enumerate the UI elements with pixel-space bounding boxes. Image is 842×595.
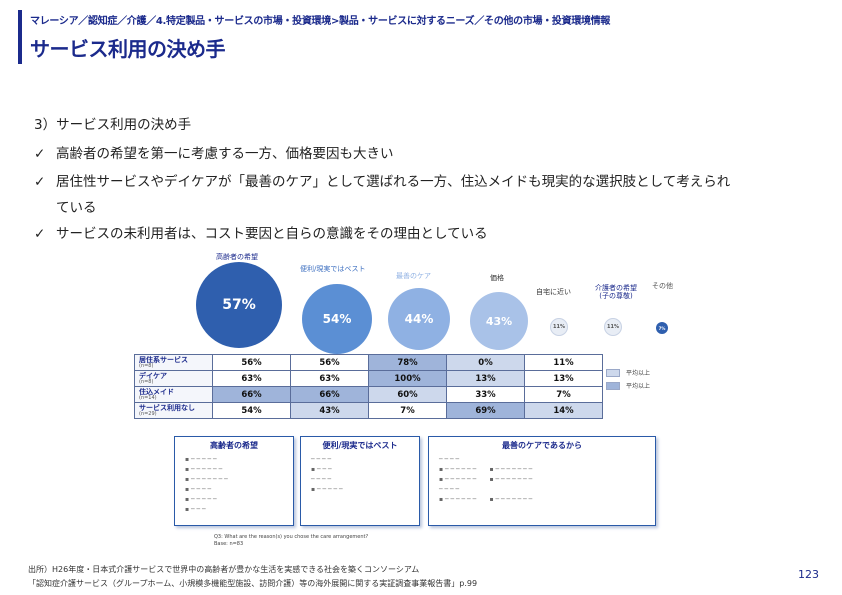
source-line-2: 「認知症介護サービス（グループホーム、小規模多機能型施設、訪問介護）等の海外展開…	[28, 579, 478, 588]
table-cell: 60%	[368, 386, 447, 403]
legend-item: 平均以上	[606, 381, 650, 390]
bullet-text: サービスの未利用者は、コスト要因と自らの意識をその理由としている	[56, 226, 488, 242]
section-heading: 3）サービス利用の決め手	[34, 117, 192, 133]
bullet-3: ✓ サービスの未利用者は、コスト要因と自らの意識をその理由としている	[34, 222, 488, 242]
circle-near-home: 11%	[550, 318, 568, 336]
table-cell: 0%	[446, 354, 525, 371]
bullet-2-continuation: ている	[56, 200, 97, 216]
check-icon: ✓	[34, 174, 46, 190]
reason-box-best-care: 最善のケアであるから ─ ─ ─ ─ ▪ ─ ─ ─ ─ ─ ─ ▪ ─ ─ ─…	[428, 436, 656, 526]
table-cell: 7%	[368, 402, 447, 419]
bullet-text: 高齢者の希望を第一に考慮する一方、価格要因も大きい	[56, 146, 394, 162]
table-cell: 69%	[446, 402, 525, 419]
table-cell: 11%	[524, 354, 603, 371]
check-icon: ✓	[34, 146, 46, 162]
circle-label: 自宅に近い	[536, 288, 571, 296]
table-cell: 63%	[290, 370, 369, 387]
circle-price: 43%	[470, 292, 528, 350]
table-cell: 54%	[212, 402, 291, 419]
circle-label: 高齢者の希望	[216, 253, 258, 261]
row-header: デイケア (n=8)	[134, 370, 213, 387]
circle-best-care: 44%	[388, 288, 450, 350]
table-row: サービス利用なし (n=29) 54% 43% 7% 69% 14%	[134, 402, 603, 419]
circle-elderly-wish: 57%	[196, 262, 282, 348]
choice-table: 居住系サービス (n=8) 56% 56% 78% 0% 11% デイケア (n=8…	[134, 354, 603, 419]
reason-box-title: 便利/現実ではベスト	[322, 441, 398, 450]
header-accent-bar	[18, 10, 22, 64]
circle-label: 最善のケア	[396, 272, 431, 280]
table-cell: 33%	[446, 386, 525, 403]
legend-swatch	[606, 368, 620, 377]
row-header: 居住系サービス (n=8)	[134, 354, 213, 371]
survey-figure: 高齢者の希望 便利/現実ではベスト 最善のケア 価格 自宅に近い 介護者の希望 …	[130, 248, 702, 553]
table-cell: 66%	[290, 386, 369, 403]
bullet-text: 居住性サービスやデイケアが「最善のケア」として選ばれる一方、住込メイドも現実的な…	[56, 174, 731, 190]
breadcrumb: マレーシア／認知症／介護／4.特定製品・サービスの市場・投資環境>製品・サービス…	[30, 16, 611, 27]
table-cell: 56%	[290, 354, 369, 371]
bullet-2: ✓ 居住性サービスやデイケアが「最善のケア」として選ばれる一方、住込メイドも現実的…	[34, 170, 730, 190]
row-header: サービス利用なし (n=29)	[134, 402, 213, 419]
table-row: デイケア (n=8) 63% 63% 100% 13% 13%	[134, 370, 603, 387]
circle-label: 便利/現実ではベスト	[300, 265, 366, 273]
reason-box-elderly-wish: 高齢者の希望 ▪ ─ ─ ─ ─ ─ ▪ ─ ─ ─ ─ ─ ─ ▪ ─ ─ ─…	[174, 436, 294, 526]
reason-box-title: 高齢者の希望	[210, 441, 258, 450]
table-cell: 56%	[212, 354, 291, 371]
source-line-1: 出所）H26年度・日本式介護サービスで世界中の高齢者が豊かな生活を実感できる社会…	[28, 565, 420, 574]
figure-note: Q3: What are the reason(s) you chose the…	[214, 534, 369, 547]
table-cell: 66%	[212, 386, 291, 403]
table-row: 居住系サービス (n=8) 56% 56% 78% 0% 11%	[134, 354, 603, 371]
page-number: 123	[798, 568, 819, 581]
row-header: 住込メイド (n=14)	[134, 386, 213, 403]
reason-box-convenient: 便利/現実ではベスト ─ ─ ─ ─ ▪ ─ ─ ─ ─ ─ ─ ─ ▪ ─ ─…	[300, 436, 420, 526]
table-cell: 63%	[212, 370, 291, 387]
page-title: サービス利用の決め手	[30, 37, 226, 61]
reason-box-title: 最善のケアであるから	[502, 441, 582, 450]
table-cell: 43%	[290, 402, 369, 419]
table-row: 住込メイド (n=14) 66% 66% 60% 33% 7%	[134, 386, 603, 403]
circle-caregiver-wish: 11%	[604, 318, 622, 336]
table-cell: 14%	[524, 402, 603, 419]
bullet-1: ✓ 高齢者の希望を第一に考慮する一方、価格要因も大きい	[34, 142, 394, 162]
legend-item: 平均以上	[606, 368, 650, 377]
table-cell: 100%	[368, 370, 447, 387]
check-icon: ✓	[34, 226, 46, 242]
circle-label: 価格	[490, 274, 504, 282]
table-cell: 13%	[524, 370, 603, 387]
table-legend: 平均以上 平均以上	[606, 368, 650, 394]
circle-label: その他	[652, 282, 673, 290]
circle-other: 7%	[656, 322, 668, 334]
table-cell: 13%	[446, 370, 525, 387]
circle-label: 介護者の希望 (子の尊敬)	[595, 284, 637, 301]
circle-convenient: 54%	[302, 284, 372, 354]
legend-swatch	[606, 381, 620, 390]
table-cell: 7%	[524, 386, 603, 403]
table-cell: 78%	[368, 354, 447, 371]
